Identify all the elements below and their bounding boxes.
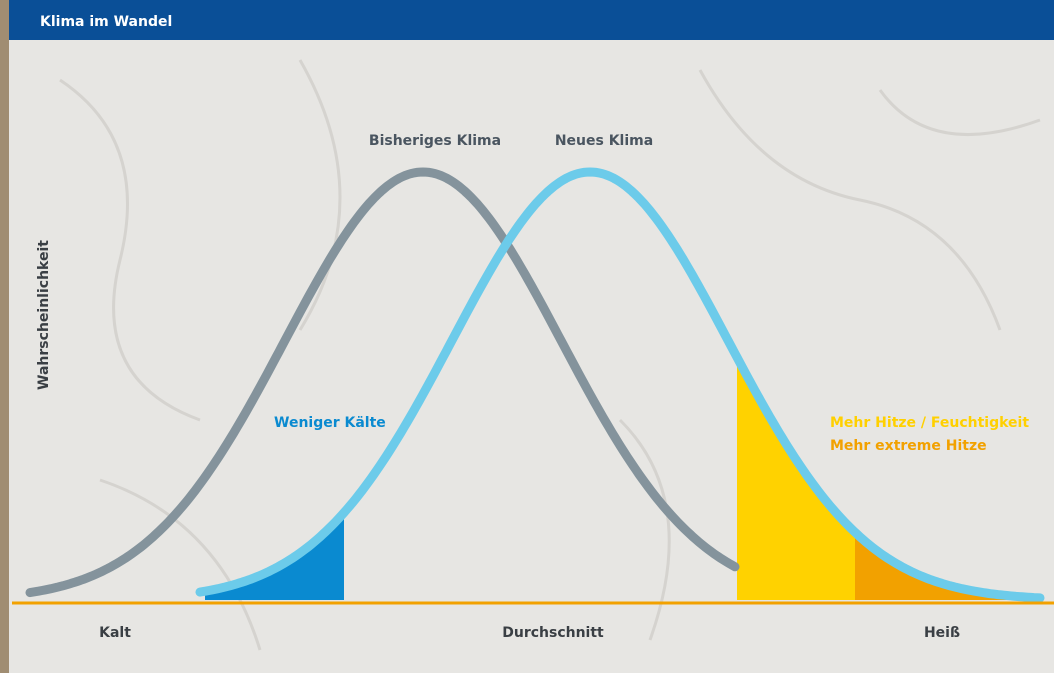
- x-axis-label: Durchschnitt: [502, 625, 604, 641]
- header-title: Klima im Wandel: [40, 14, 172, 30]
- curve-previous: [25, 167, 740, 598]
- x-axis-label: Kalt: [99, 625, 131, 641]
- annotation: Weniger Kälte: [274, 415, 386, 431]
- crack-texture: [59, 59, 1041, 651]
- left-edge: [0, 0, 9, 673]
- curve-new: [195, 167, 1045, 603]
- curve-label: Bisheriges Klima: [369, 133, 501, 149]
- curve-label: Neues Klima: [555, 133, 653, 149]
- x-axis-label: Heiß: [924, 625, 960, 641]
- annotation: Mehr Hitze / Feuchtigkeit: [830, 415, 1029, 431]
- annotation: Mehr extreme Hitze: [830, 438, 987, 454]
- tail-area: [855, 532, 1040, 600]
- tail-area: [205, 512, 344, 600]
- header-bar: [9, 0, 1054, 40]
- y-axis-label: Wahrscheinlichkeit: [36, 240, 52, 390]
